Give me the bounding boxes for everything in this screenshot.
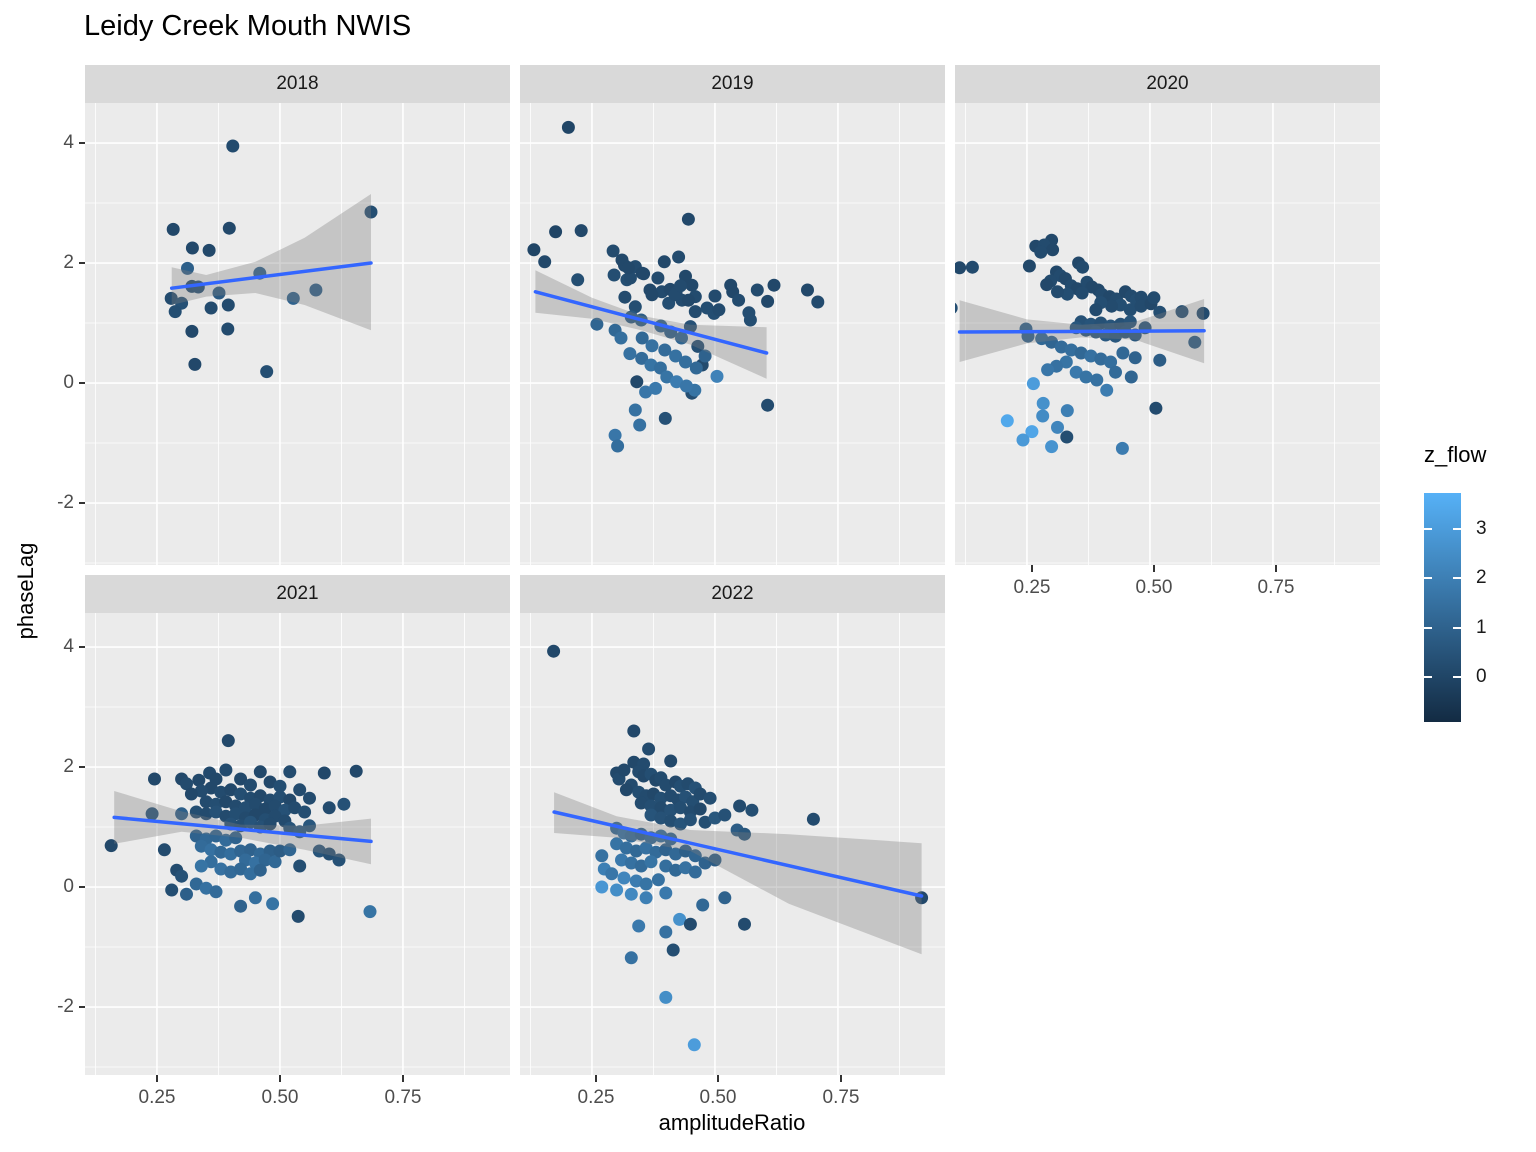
- legend-tick-label: 0: [1476, 666, 1487, 687]
- x-tick-label: 0.50: [261, 1087, 299, 1108]
- legend-tick-mark: [1453, 528, 1461, 530]
- legend-tick-label: 2: [1476, 567, 1487, 588]
- y-tick-label: 4: [63, 132, 74, 153]
- x-tick-mark: [279, 1075, 281, 1082]
- x-tick-mark: [156, 1075, 158, 1082]
- y-tick-mark: [79, 886, 85, 888]
- x-tick-label: 0.50: [1135, 577, 1173, 598]
- y-tick-label: 0: [63, 372, 74, 393]
- facet-2020: 2020: [955, 65, 1380, 565]
- facet-strip-label: 2021: [276, 583, 319, 604]
- facet-strip-label: 2020: [1146, 73, 1189, 94]
- legend-tick-mark: [1424, 528, 1432, 530]
- y-tick-mark: [79, 766, 85, 768]
- x-axis-title: amplitudeRatio: [658, 1110, 806, 1135]
- facet-2021: 2021: [85, 575, 510, 1075]
- x-tick-mark: [595, 1075, 597, 1082]
- y-tick-mark: [79, 502, 85, 504]
- y-tick-mark: [79, 646, 85, 648]
- y-tick-label: 4: [63, 636, 74, 657]
- facet-strip-label: 2019: [711, 73, 754, 94]
- scatter-panel-2020: [955, 103, 1380, 565]
- y-tick-mark: [79, 382, 85, 384]
- x-tick-label: 0.75: [1257, 577, 1295, 598]
- facet-strip: 2018: [85, 65, 510, 103]
- x-tick-mark: [717, 1075, 719, 1082]
- y-tick-label: 2: [63, 756, 74, 777]
- x-tick-label: 0.50: [699, 1087, 737, 1108]
- legend-tick-mark: [1424, 577, 1432, 579]
- chart-title: Leidy Creek Mouth NWIS: [84, 10, 412, 42]
- legend-colorbar: [1424, 493, 1461, 722]
- facet-2019: 2019: [520, 65, 945, 565]
- facet-strip: 2020: [955, 65, 1380, 103]
- x-tick-mark: [1153, 565, 1155, 572]
- y-tick-mark: [79, 1006, 85, 1008]
- y-axis-title: phaseLag: [13, 542, 38, 640]
- x-tick-mark: [1275, 565, 1277, 572]
- legend-tick-mark: [1424, 627, 1432, 629]
- facet-strip: 2019: [520, 65, 945, 103]
- facet-strip-label: 2018: [276, 73, 319, 94]
- x-tick-label: 0.25: [138, 1087, 176, 1108]
- legend-tick-mark: [1453, 676, 1461, 678]
- facet-2022: 2022: [520, 575, 945, 1075]
- legend-title: z_flow: [1424, 442, 1487, 467]
- facet-2018: 2018: [85, 65, 510, 565]
- y-tick-mark: [79, 262, 85, 264]
- facet-strip: 2021: [85, 575, 510, 613]
- facet-strip: 2022: [520, 575, 945, 613]
- y-tick-mark: [79, 142, 85, 144]
- x-tick-label: 0.25: [1013, 577, 1051, 598]
- legend-tick-mark: [1453, 577, 1461, 579]
- scatter-panel-2019: [520, 103, 945, 565]
- legend-tick-mark: [1424, 676, 1432, 678]
- y-tick-label: -2: [57, 492, 74, 513]
- facet-strip-label: 2022: [711, 583, 754, 604]
- legend-tick-label: 3: [1476, 518, 1487, 539]
- scatter-panel-2022: [520, 613, 945, 1075]
- x-tick-mark: [840, 1075, 842, 1082]
- legend-tick-mark: [1453, 627, 1461, 629]
- y-tick-label: 2: [63, 252, 74, 273]
- scatter-panel-2018: [85, 103, 510, 565]
- y-tick-label: -2: [57, 996, 74, 1017]
- x-tick-label: 0.75: [384, 1087, 422, 1108]
- x-tick-label: 0.75: [822, 1087, 860, 1108]
- legend-tick-label: 1: [1476, 617, 1487, 638]
- y-tick-label: 0: [63, 876, 74, 897]
- x-tick-mark: [402, 1075, 404, 1082]
- x-tick-mark: [1031, 565, 1033, 572]
- x-tick-label: 0.25: [577, 1087, 615, 1108]
- scatter-panel-2021: [85, 613, 510, 1075]
